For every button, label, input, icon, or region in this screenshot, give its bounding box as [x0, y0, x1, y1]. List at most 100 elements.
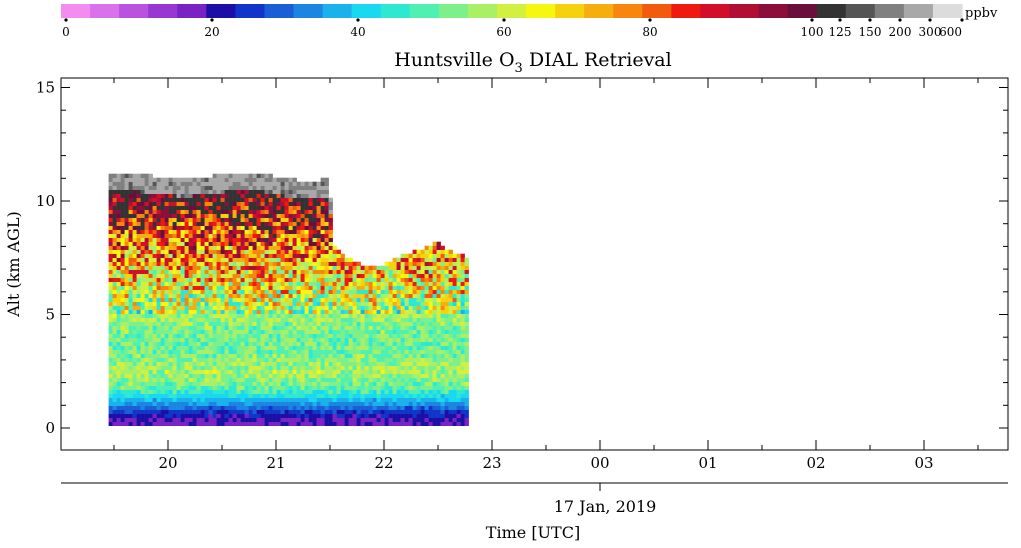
heatmap-cell — [156, 369, 161, 374]
heatmap-cell — [112, 249, 117, 254]
heatmap-cell — [320, 405, 325, 410]
heatmap-cell — [376, 333, 381, 338]
heatmap-cell — [444, 337, 449, 342]
heatmap-cell — [184, 389, 189, 394]
heatmap-cell — [344, 265, 349, 270]
heatmap-cell — [224, 401, 229, 406]
heatmap-cell — [144, 385, 149, 390]
heatmap-cell — [144, 201, 149, 206]
heatmap-cell — [260, 409, 265, 414]
heatmap-cell — [188, 269, 193, 274]
heatmap-cell — [128, 189, 133, 194]
heatmap-cell — [456, 381, 461, 386]
heatmap-cell — [200, 277, 205, 282]
heatmap-cell — [112, 317, 117, 322]
heatmap-cell — [240, 361, 245, 366]
heatmap-cell — [188, 245, 193, 250]
heatmap-cell — [412, 269, 417, 274]
heatmap-cell — [188, 337, 193, 342]
heatmap-cell — [204, 201, 209, 206]
heatmap-cell — [376, 277, 381, 282]
heatmap-cell — [148, 401, 153, 406]
heatmap-cell — [248, 281, 253, 286]
heatmap-cell — [164, 213, 169, 218]
heatmap-cell — [196, 277, 201, 282]
heatmap-cell — [412, 253, 417, 258]
heatmap-cell — [304, 401, 309, 406]
heatmap-cell — [324, 185, 329, 190]
heatmap-cell — [412, 373, 417, 378]
heatmap-cell — [452, 329, 457, 334]
heatmap-cell — [196, 389, 201, 394]
heatmap-cell — [304, 217, 309, 222]
heatmap-cell — [296, 229, 301, 234]
heatmap-cell — [128, 345, 133, 350]
heatmap-cell — [180, 381, 185, 386]
heatmap-cell — [276, 309, 281, 314]
heatmap-cell — [228, 297, 233, 302]
heatmap-cell — [372, 329, 377, 334]
heatmap-cell — [236, 197, 241, 202]
heatmap-cell — [208, 325, 213, 330]
heatmap-cell — [308, 417, 313, 422]
heatmap-cell — [324, 261, 329, 266]
heatmap-cell — [388, 397, 393, 402]
heatmap-cell — [124, 381, 129, 386]
heatmap-cell — [336, 329, 341, 334]
heatmap-cell — [160, 293, 165, 298]
heatmap-cell — [212, 265, 217, 270]
heatmap-cell — [388, 353, 393, 358]
heatmap-cell — [200, 205, 205, 210]
heatmap-cell — [464, 401, 469, 406]
heatmap-cell — [124, 173, 129, 178]
heatmap-cell — [388, 261, 393, 266]
heatmap-cell — [252, 193, 257, 198]
heatmap-cell — [204, 345, 209, 350]
heatmap-cell — [412, 405, 417, 410]
heatmap-cell — [328, 385, 333, 390]
heatmap-cell — [124, 297, 129, 302]
heatmap-cell — [440, 321, 445, 326]
heatmap-cell — [204, 397, 209, 402]
heatmap-cell — [288, 185, 293, 190]
heatmap-cell — [372, 273, 377, 278]
heatmap-cell — [296, 325, 301, 330]
heatmap-cell — [112, 201, 117, 206]
heatmap-cell — [132, 373, 137, 378]
heatmap-cell — [308, 181, 313, 186]
heatmap-cell — [128, 369, 133, 374]
heatmap-cell — [396, 273, 401, 278]
heatmap-cell — [152, 301, 157, 306]
heatmap-cell — [216, 249, 221, 254]
heatmap-cell — [164, 289, 169, 294]
heatmap-cell — [420, 369, 425, 374]
heatmap-cell — [412, 265, 417, 270]
heatmap-cell — [272, 197, 277, 202]
heatmap-cell — [440, 317, 445, 322]
heatmap-cell — [208, 361, 213, 366]
heatmap-cell — [304, 189, 309, 194]
heatmap-cell — [128, 185, 133, 190]
heatmap-cell — [420, 317, 425, 322]
heatmap-cell — [432, 309, 437, 314]
heatmap-cell — [216, 385, 221, 390]
heatmap-cell — [112, 361, 117, 366]
heatmap-cell — [228, 357, 233, 362]
colorbar-tick — [838, 18, 842, 22]
heatmap-cell — [288, 401, 293, 406]
heatmap-cell — [152, 237, 157, 242]
heatmap-cell — [160, 361, 165, 366]
heatmap-cell — [148, 213, 153, 218]
heatmap-cell — [432, 325, 437, 330]
heatmap-cell — [316, 213, 321, 218]
heatmap-cell — [252, 373, 257, 378]
heatmap-cell — [160, 377, 165, 382]
heatmap-cell — [272, 193, 277, 198]
heatmap-cell — [228, 181, 233, 186]
heatmap-cell — [200, 257, 205, 262]
heatmap-cell — [280, 261, 285, 266]
heatmap-cell — [392, 281, 397, 286]
heatmap-cell — [464, 357, 469, 362]
heatmap-cell — [256, 385, 261, 390]
heatmap-cell — [392, 301, 397, 306]
